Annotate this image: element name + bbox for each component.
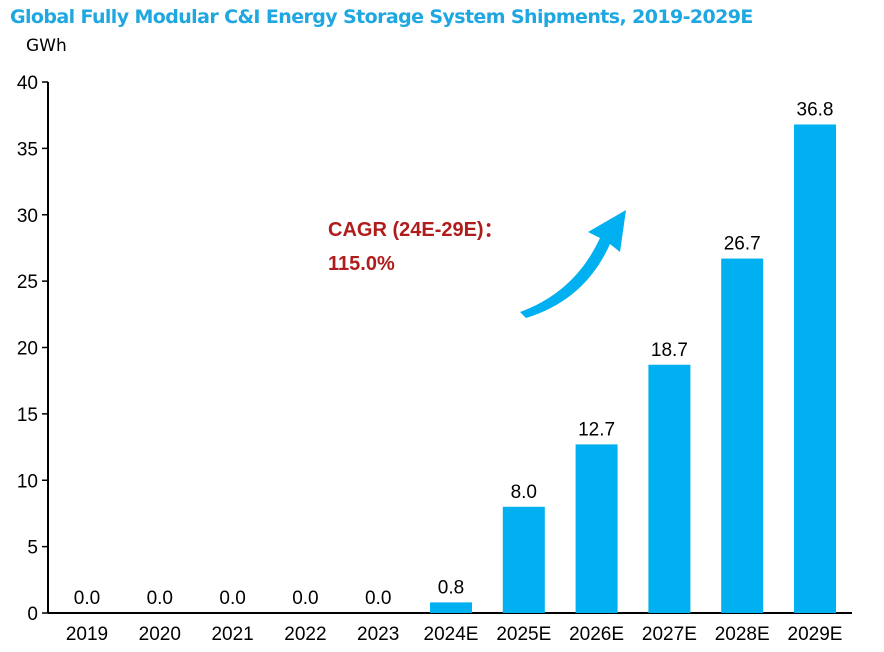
y-tick-label: 0 xyxy=(27,604,38,625)
data-label: 0.0 xyxy=(219,588,245,609)
data-label: 0.0 xyxy=(74,588,100,609)
x-tick-label: 2021 xyxy=(211,624,253,645)
x-tick-label: 2024E xyxy=(424,624,479,645)
data-label: 8.0 xyxy=(511,482,537,503)
y-tick-label: 10 xyxy=(17,471,38,492)
cagr-value: 115.0% xyxy=(328,253,395,275)
x-tick-label: 2026E xyxy=(569,624,624,645)
y-tick-label: 15 xyxy=(17,405,38,426)
x-tick-label: 2025E xyxy=(496,624,551,645)
x-tick-label: 2020 xyxy=(139,624,181,645)
x-tick-label: 2023 xyxy=(357,624,399,645)
y-axis-unit: GWh xyxy=(26,36,67,56)
chart-title: Global Fully Modular C&I Energy Storage … xyxy=(10,6,753,28)
cagr-label: CAGR (24E-29E)： xyxy=(328,219,504,241)
growth-arrow-icon xyxy=(520,210,626,318)
data-label: 26.7 xyxy=(724,234,761,255)
data-label: 36.8 xyxy=(797,99,834,120)
data-label: 0.0 xyxy=(365,588,391,609)
x-tick-label: 2029E xyxy=(788,624,843,645)
y-tick-label: 35 xyxy=(17,139,38,160)
y-tick-label: 20 xyxy=(17,339,38,360)
data-label: 0.0 xyxy=(147,588,173,609)
data-label: 12.7 xyxy=(578,419,615,440)
bar xyxy=(575,444,618,613)
bar xyxy=(648,364,691,613)
x-tick-label: 2027E xyxy=(642,624,697,645)
x-tick-label: 2022 xyxy=(284,624,326,645)
data-label: 0.0 xyxy=(292,588,318,609)
y-tick-label: 5 xyxy=(27,538,38,559)
x-tick-label: 2028E xyxy=(715,624,770,645)
data-label: 18.7 xyxy=(651,340,688,361)
bar xyxy=(721,258,764,613)
y-tick-label: 25 xyxy=(17,272,38,293)
cagr-annotation: CAGR (24E-29E)： 115.0% xyxy=(328,213,504,281)
bar xyxy=(794,124,836,613)
x-tick-label: 2019 xyxy=(66,624,108,645)
y-tick-label: 30 xyxy=(17,206,38,227)
bar xyxy=(502,506,545,613)
y-tick-label: 40 xyxy=(17,73,38,94)
bar xyxy=(430,602,472,613)
data-label: 0.8 xyxy=(438,577,464,598)
